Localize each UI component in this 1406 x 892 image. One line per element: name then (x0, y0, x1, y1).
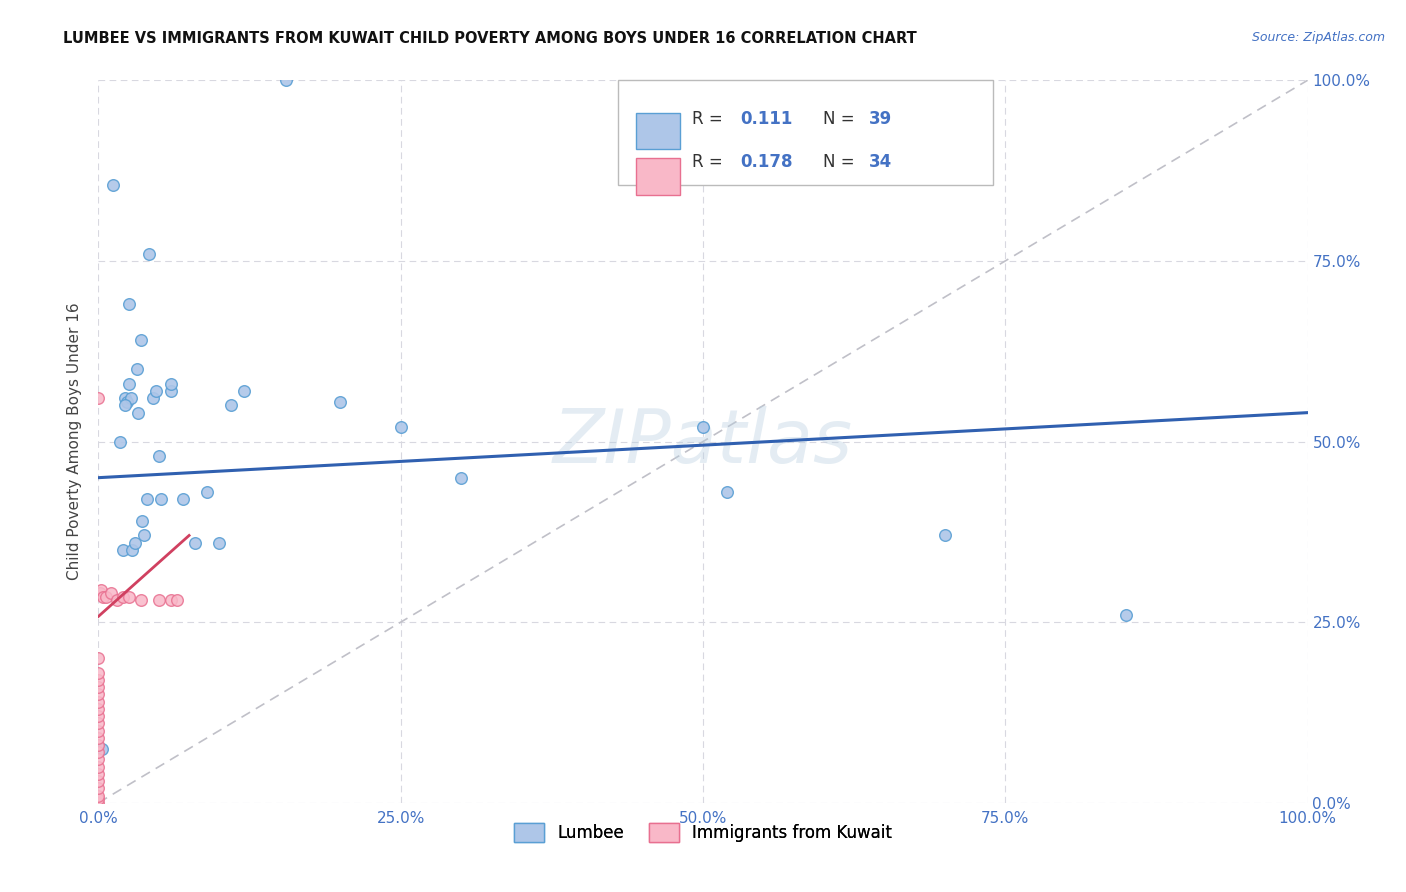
Point (87, 695, 110, 709)
Point (450, 470, 472, 484)
FancyBboxPatch shape (637, 112, 681, 149)
Point (150, 492, 173, 507)
Point (184, 535, 207, 549)
Point (160, 384, 183, 398)
Point (87, 687, 110, 701)
Point (716, 485, 738, 500)
Text: N =: N = (823, 153, 859, 171)
Point (134, 528, 156, 542)
Point (232, 384, 254, 398)
Point (127, 406, 149, 420)
Point (87, 723, 110, 738)
Legend: Lumbee, Immigrants from Kuwait: Lumbee, Immigrants from Kuwait (508, 816, 898, 848)
Point (127, 362, 149, 376)
Point (114, 398, 136, 412)
Point (1115, 607, 1137, 622)
Point (121, 542, 143, 557)
Point (114, 391, 136, 405)
Point (87, 391, 110, 405)
Point (108, 434, 131, 449)
Text: Source: ZipAtlas.com: Source: ZipAtlas.com (1251, 31, 1385, 45)
Point (94, 590, 117, 604)
Text: LUMBEE VS IMMIGRANTS FROM KUWAIT CHILD POVERTY AMONG BOYS UNDER 16 CORRELATION C: LUMBEE VS IMMIGRANTS FROM KUWAIT CHILD P… (63, 31, 917, 46)
Text: N =: N = (823, 110, 859, 128)
Point (100, 586, 122, 600)
Point (87, 767, 110, 781)
Point (87, 745, 110, 759)
Point (221, 398, 243, 412)
Point (87, 789, 110, 803)
Point (389, 420, 412, 434)
Point (111, 590, 134, 604)
Point (120, 391, 142, 405)
Point (111, 542, 134, 557)
Point (129, 593, 152, 607)
Point (148, 593, 170, 607)
Point (166, 593, 188, 607)
Point (87, 680, 110, 694)
Point (118, 590, 141, 604)
Point (124, 535, 146, 549)
Point (87, 796, 110, 810)
Text: 39: 39 (869, 110, 891, 128)
FancyBboxPatch shape (637, 159, 681, 194)
FancyBboxPatch shape (619, 80, 993, 185)
Text: 0.178: 0.178 (741, 153, 793, 171)
Point (87, 709, 110, 723)
Point (90, 582, 112, 597)
Y-axis label: Child Poverty Among Boys Under 16: Child Poverty Among Boys Under 16 (67, 302, 83, 581)
Point (87, 702, 110, 716)
Text: 34: 34 (869, 153, 891, 171)
Point (172, 492, 194, 507)
Text: R =: R = (692, 110, 728, 128)
Point (87, 651, 110, 665)
Point (89, 586, 111, 600)
Point (129, 334, 152, 348)
Text: 0.111: 0.111 (741, 110, 793, 128)
Point (87, 781, 110, 796)
Point (118, 376, 141, 391)
Point (87, 665, 110, 680)
Point (91, 590, 114, 604)
Text: R =: R = (692, 153, 728, 171)
Point (208, 535, 231, 549)
Point (274, 73, 297, 87)
Point (87, 760, 110, 774)
Point (195, 485, 218, 500)
Point (87, 731, 110, 745)
Point (934, 528, 956, 542)
Point (118, 297, 141, 311)
Point (135, 492, 157, 507)
Point (117, 394, 139, 409)
Point (87, 774, 110, 789)
Point (131, 514, 153, 528)
Point (160, 376, 183, 391)
Point (138, 246, 160, 260)
Point (91, 741, 114, 756)
Point (87, 673, 110, 687)
Point (145, 384, 167, 398)
Point (87, 716, 110, 731)
Point (87, 752, 110, 766)
Point (87, 792, 110, 806)
Point (160, 593, 183, 607)
Text: ZIPatlas: ZIPatlas (553, 406, 853, 477)
Point (692, 420, 714, 434)
Point (148, 449, 170, 463)
Point (105, 593, 128, 607)
Point (142, 391, 165, 405)
Point (329, 394, 352, 409)
Point (87, 738, 110, 752)
Point (101, 178, 124, 192)
